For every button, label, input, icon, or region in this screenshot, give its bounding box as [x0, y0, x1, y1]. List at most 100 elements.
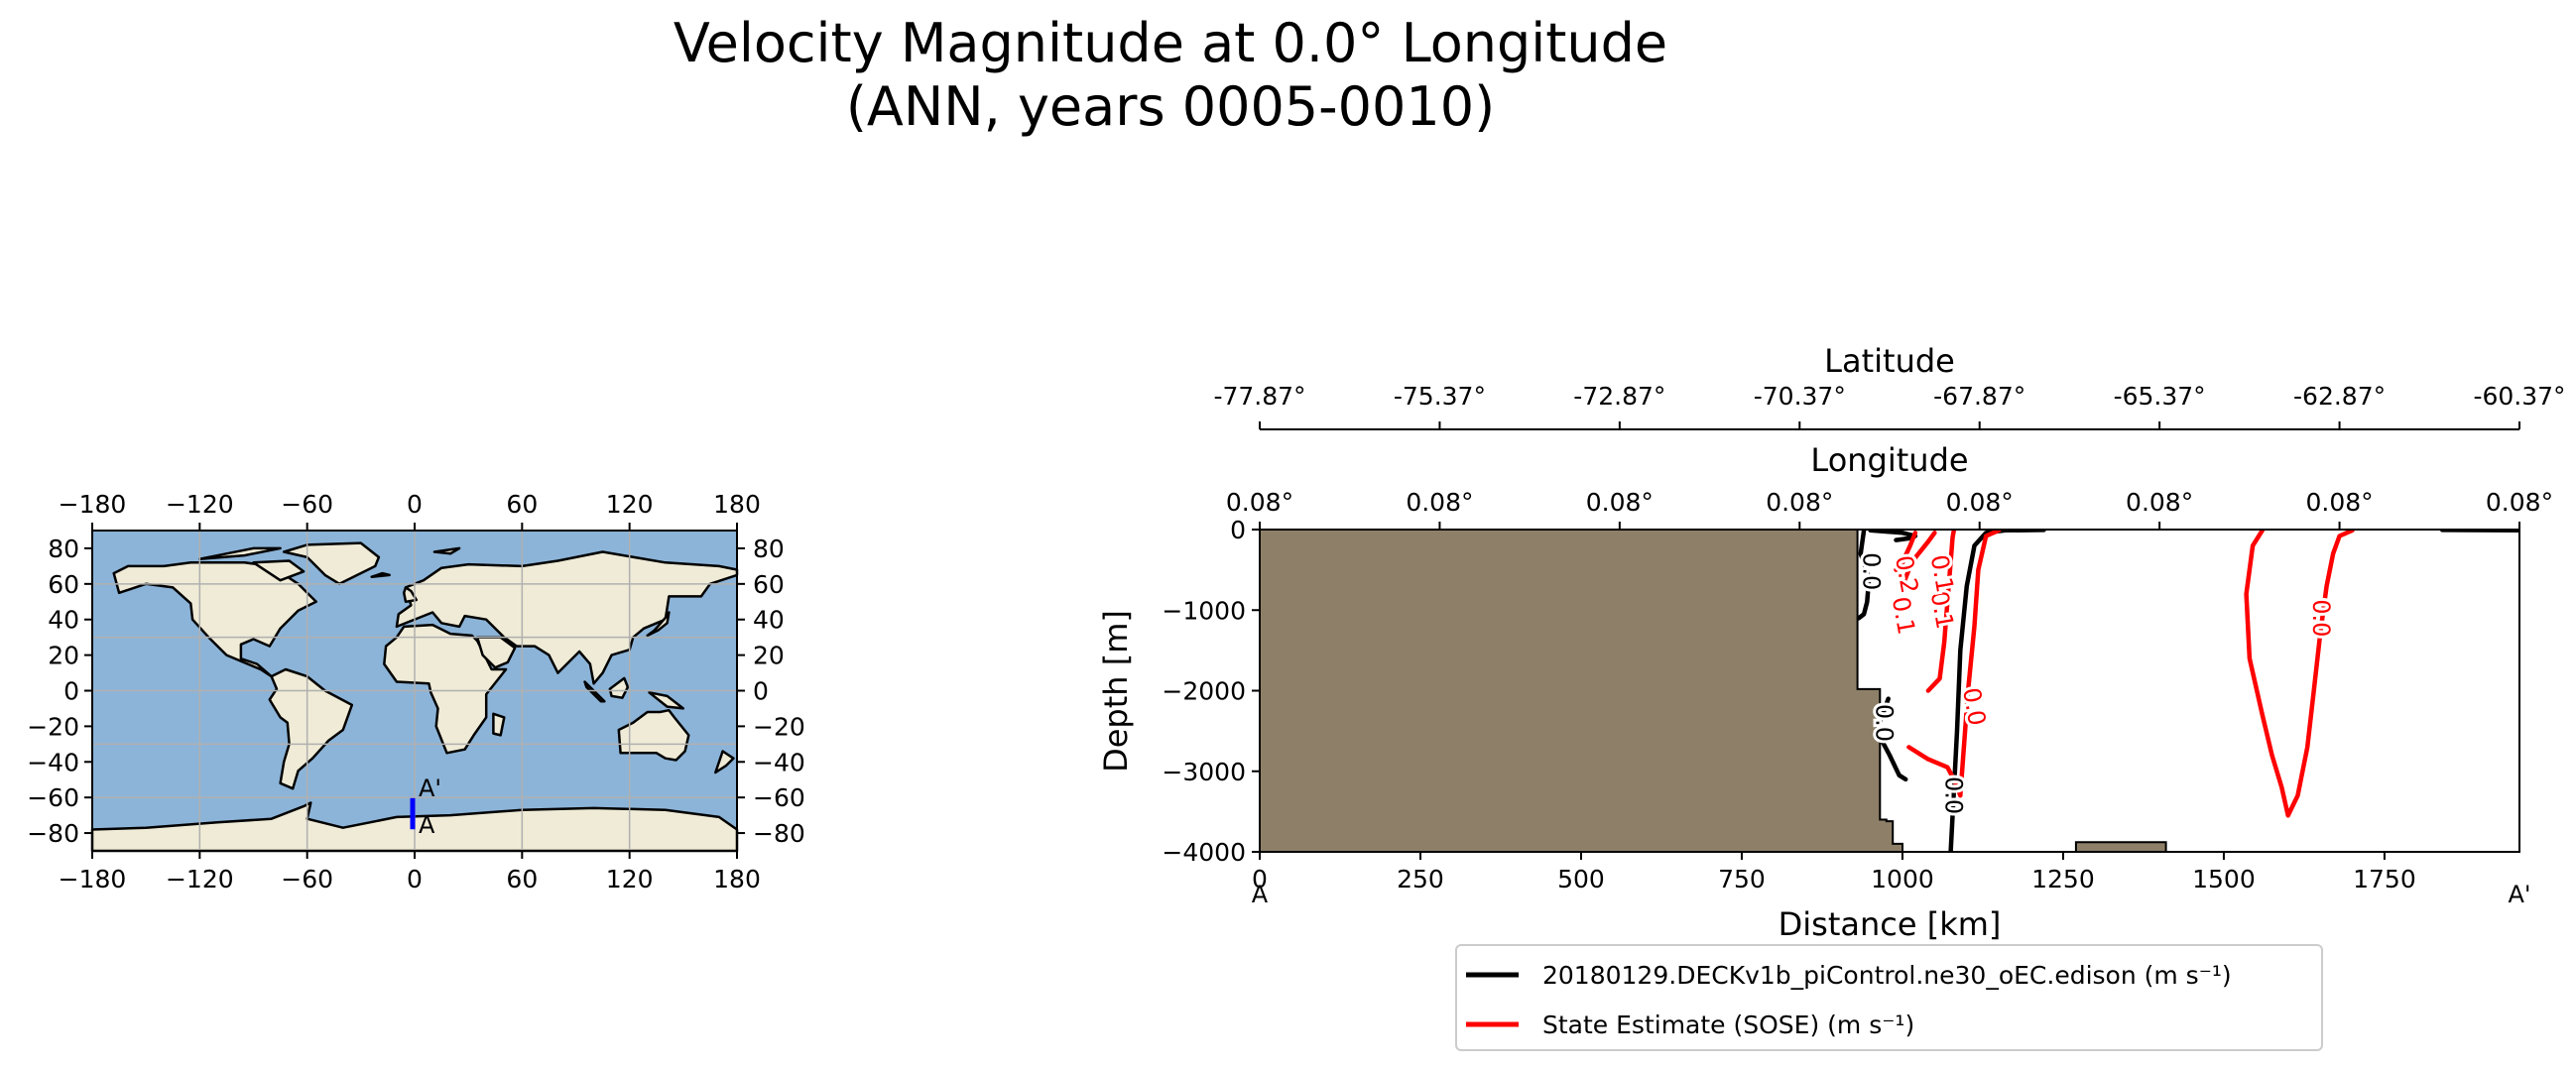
map-top-tick-label: −180 [59, 490, 127, 519]
contour-obs-0 [1958, 530, 2002, 798]
distance-tick-label: 0 [1252, 865, 1268, 893]
longitude-tick-label: 0.08° [1586, 488, 1654, 517]
land-sumatra [583, 680, 606, 703]
longitude-tick-label: 0.08° [1406, 488, 1473, 517]
map-left-tick-label: 0 [63, 677, 79, 706]
distance-tick-label: 750 [1718, 865, 1766, 893]
map-bottom-tick-label: 60 [506, 865, 538, 893]
longitude-axis-label: Longitude [1810, 441, 1968, 479]
map-top-tick-label: 60 [506, 490, 538, 519]
contour-labels: 0.00.00.00.10.20.10.10.00.0 [1855, 549, 2339, 817]
contour-label-model: 0.0 [1858, 552, 1886, 590]
latitude-tick-label: -62.87° [2293, 382, 2386, 411]
map-right-tick-label: −60 [753, 783, 805, 812]
distance-tick-label: 1000 [1871, 865, 1934, 893]
contour-obs-1 [1906, 745, 1963, 798]
longitude-tick-label: 0.08° [2486, 488, 2553, 517]
latitude-tick-label: -75.37° [1394, 382, 1486, 411]
legend-obs-label: State Estimate (SOSE) (m s⁻¹) [1542, 1011, 1914, 1039]
map-top-tick-label: 0 [407, 490, 423, 519]
depth-tick-label: −1000 [1162, 596, 1246, 625]
distance-axis-ticks: 0 250 500 750 1000 1250 1500 1750 [1252, 852, 2416, 893]
x-axis-label: Distance [km] [1779, 905, 2002, 943]
land-south-america [268, 667, 354, 790]
legend-model-label: 20180129.DECKv1b_piControl.ne30_oEC.edis… [1542, 961, 2232, 990]
latitude-tick-label: -77.87° [1213, 382, 1305, 411]
y-axis-label: Depth [m] [1097, 610, 1135, 773]
map-bottom-tick-label: −60 [281, 865, 333, 893]
land-svalbard [432, 546, 461, 555]
land-japan [646, 611, 671, 638]
map-top-tick-label: −60 [281, 490, 333, 519]
map-right-tick-label: 80 [753, 535, 785, 563]
world-map: −180 −180 −120 −120 −60 −60 0 0 60 60 120 120 180 180… [27, 490, 805, 893]
map-left-tick-label: 80 [48, 535, 79, 563]
map-right-tick-label: 40 [753, 606, 785, 635]
seafloor-bathymetry [1260, 530, 2519, 852]
land-new-zealand [714, 750, 735, 774]
map-left-tick-label: −40 [27, 748, 79, 776]
land-new-guinea [648, 691, 685, 710]
legend-box [1455, 944, 2323, 1051]
contour-model-1 [1874, 696, 1908, 782]
contour-obs-4 [1894, 531, 1918, 572]
land-borneo [608, 676, 630, 699]
land-baffin [252, 559, 306, 582]
map-left-tick-label: −20 [27, 712, 79, 741]
longitude-axis: 0.08° 0.08° 0.08° 0.08° 0.08° 0.08° 0.08° 0.08° [1226, 488, 2553, 530]
latitude-axis: -77.87° -75.37° -72.87° -70.37° -67.87° -65.3… [1213, 382, 2566, 429]
map-bottom-tick-label: 0 [407, 865, 423, 893]
longitude-tick-label: 0.08° [1226, 488, 1293, 517]
map-bottom-tick-label: −180 [59, 865, 127, 893]
contour-label-model: 0.0 [1871, 704, 1899, 742]
depth-tick-label: −4000 [1162, 838, 1246, 867]
figure-title-line2: (ANN, years 0005-0010) [846, 75, 1495, 138]
longitude-tick-label: 0.08° [1766, 488, 1833, 517]
contour-obs-3 [1900, 531, 1937, 589]
longitude-tick-label: 0.08° [2305, 488, 2373, 517]
map-left-tick-label: 60 [48, 570, 79, 599]
contour-label-obs: 0.1 [1887, 595, 1920, 637]
map-top-tick-label: 180 [713, 490, 761, 519]
map-right-tick-label: −20 [753, 712, 805, 741]
latitude-tick-label: -65.37° [2114, 382, 2206, 411]
section-end-label: A' [2508, 881, 2530, 908]
map-left-tick-label: −80 [27, 819, 79, 848]
land-australia [617, 708, 690, 762]
transect-start-label: A [419, 811, 435, 839]
map-top-tick-label: −120 [166, 490, 234, 519]
distance-tick-label: 1750 [2353, 865, 2416, 893]
map-bottom-tick-label: 180 [713, 865, 761, 893]
transect-end-label: A' [419, 774, 441, 802]
contour-model-2 [1948, 530, 2046, 852]
map-right-tick-label: −80 [753, 819, 805, 848]
latitude-tick-label: -72.87° [1573, 382, 1665, 411]
longitude-tick-label: 0.08° [2126, 488, 2193, 517]
distance-tick-label: 250 [1397, 865, 1444, 893]
map-left-tick-label: −60 [27, 783, 79, 812]
latitude-tick-label: -60.37° [2473, 382, 2565, 411]
latitude-tick-label: -70.37° [1754, 382, 1846, 411]
distance-tick-label: 1500 [2192, 865, 2256, 893]
map-gridlines [92, 531, 737, 851]
contour-label-obs: 0.0 [2307, 599, 2335, 637]
map-bottom-tick-label: 120 [606, 865, 654, 893]
contour-obs-5 [2244, 530, 2355, 818]
land-iceland [370, 571, 391, 578]
contour-obs-2 [1925, 530, 1957, 693]
depth-tick-label: −2000 [1162, 677, 1246, 706]
map-right-tick-label: 60 [753, 570, 785, 599]
map-left-tick-label: 40 [48, 606, 79, 635]
map-left-tick-label: 20 [48, 642, 79, 670]
depth-tick-label: 0 [1230, 516, 1246, 544]
depth-tick-label: −3000 [1162, 758, 1246, 786]
latitude-tick-label: -67.87° [1933, 382, 2025, 411]
depth-axis-ticks: 0 −1000 −2000 −3000 −4000 [1162, 516, 1260, 867]
land-north-america [112, 561, 317, 678]
contour-model-0 [1856, 530, 1872, 621]
contour-label-model: 0.0 [1940, 776, 1968, 814]
land-madagascar [492, 712, 506, 737]
map-right-tick-label: 0 [753, 677, 769, 706]
map-bottom-tick-label: −120 [166, 865, 234, 893]
